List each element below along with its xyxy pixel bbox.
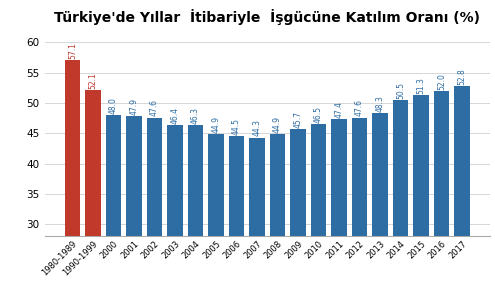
Text: 51.3: 51.3 <box>417 77 426 94</box>
Text: 46.4: 46.4 <box>170 107 180 124</box>
Bar <box>229 136 244 303</box>
Text: 44.5: 44.5 <box>232 118 241 135</box>
Text: 46.5: 46.5 <box>314 106 323 123</box>
Bar <box>188 125 203 303</box>
Text: 47.6: 47.6 <box>355 99 364 116</box>
Bar <box>393 100 408 303</box>
Text: 47.4: 47.4 <box>335 101 344 118</box>
Bar <box>454 86 470 303</box>
Text: 44.9: 44.9 <box>273 116 282 133</box>
Bar <box>352 118 367 303</box>
Bar <box>311 124 326 303</box>
Text: 48.3: 48.3 <box>376 95 385 112</box>
Text: 52.8: 52.8 <box>457 68 467 85</box>
Text: 52.0: 52.0 <box>437 73 446 90</box>
Text: 52.1: 52.1 <box>89 72 98 89</box>
Bar <box>434 91 449 303</box>
Bar <box>167 125 183 303</box>
Text: 45.7: 45.7 <box>294 111 302 128</box>
Bar <box>372 113 388 303</box>
Bar <box>126 116 142 303</box>
Text: 44.9: 44.9 <box>211 116 221 133</box>
Bar <box>291 129 306 303</box>
Bar <box>147 118 162 303</box>
Bar <box>331 119 347 303</box>
Text: 48.0: 48.0 <box>109 97 118 114</box>
Text: 57.1: 57.1 <box>68 42 77 59</box>
Text: 50.5: 50.5 <box>396 82 405 99</box>
Bar <box>106 115 121 303</box>
Bar <box>85 90 100 303</box>
Text: 47.6: 47.6 <box>150 99 159 116</box>
Text: 47.9: 47.9 <box>130 98 139 115</box>
Bar <box>208 134 224 303</box>
Bar <box>249 138 265 303</box>
Title: Türkiye'de Yıllar  İtibariyle  İşgücüne Katılım Oranı (%): Türkiye'de Yıllar İtibariyle İşgücüne Ka… <box>54 9 480 25</box>
Bar <box>65 60 80 303</box>
Text: 46.3: 46.3 <box>191 107 200 124</box>
Bar <box>413 95 429 303</box>
Text: 44.3: 44.3 <box>252 119 261 136</box>
Bar <box>270 134 285 303</box>
